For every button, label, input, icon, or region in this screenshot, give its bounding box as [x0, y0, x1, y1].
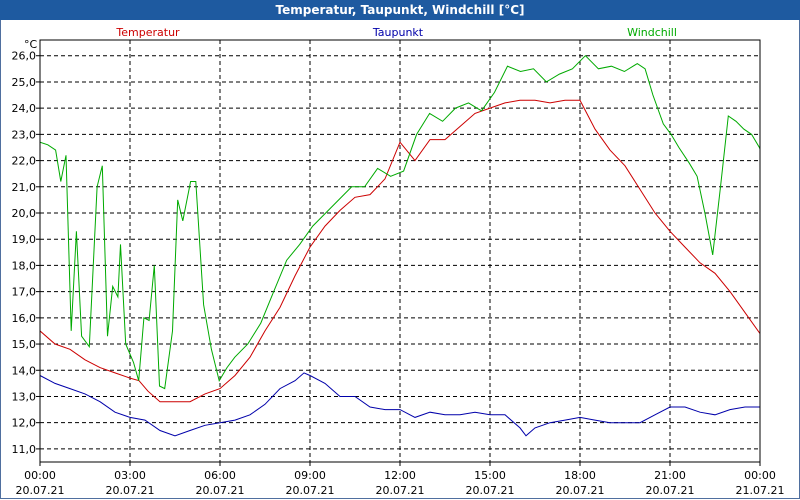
y-tick-label: 14,0 [12, 364, 37, 377]
x-tick-time: 09:00 [294, 469, 326, 482]
y-tick-label: 25,0 [12, 76, 37, 89]
x-tick-date: 20.07.21 [466, 484, 515, 497]
x-tick-time: 03:00 [114, 469, 146, 482]
y-axis-unit: °C [24, 38, 38, 51]
legend-temperatur: Temperatur [115, 26, 180, 39]
x-tick-time: 12:00 [384, 469, 416, 482]
series-line-temperatur [40, 99, 760, 403]
y-tick-label: 11,0 [12, 443, 37, 456]
y-tick-label: 12,0 [12, 417, 37, 430]
x-tick-date: 20.07.21 [646, 484, 695, 497]
y-tick-label: 26,0 [12, 50, 37, 63]
chart-title: Temperatur, Taupunkt, Windchill [°C] [0, 0, 800, 20]
series-line-windchill [40, 54, 760, 390]
x-tick-date: 20.07.21 [106, 484, 155, 497]
x-tick-time: 18:00 [564, 469, 596, 482]
x-axis: 00:00 20.07.21 03:00 20.07.21 06:00 20.07.21 0… [16, 462, 785, 497]
y-tick-label: 23,0 [12, 128, 37, 141]
x-tick-date: 21.07.21 [736, 484, 785, 497]
series-lines [40, 54, 760, 437]
y-tick-label: 22,0 [12, 155, 37, 168]
x-tick-date: 20.07.21 [556, 484, 605, 497]
grid [40, 40, 760, 462]
x-tick-time: 00:00 [24, 469, 56, 482]
plot-border [39, 39, 761, 463]
x-tick-time: 06:00 [204, 469, 236, 482]
x-tick-time: 21:00 [654, 469, 686, 482]
x-tick-date: 20.07.21 [196, 484, 245, 497]
y-tick-label: 13,0 [12, 390, 37, 403]
y-tick-label: 16,0 [12, 312, 37, 325]
legend-taupunkt: Taupunkt [372, 26, 424, 39]
x-tick-time: 15:00 [474, 469, 506, 482]
y-tick-label: 15,0 [12, 338, 37, 351]
legend-windchill: Windchill [627, 26, 677, 39]
y-tick-label: 24,0 [12, 102, 37, 115]
y-tick-label: 18,0 [12, 259, 37, 272]
x-tick-date: 20.07.21 [376, 484, 425, 497]
x-tick-date: 20.07.21 [286, 484, 335, 497]
series-line-taupunkt [40, 372, 760, 437]
y-tick-label: 20,0 [12, 207, 37, 220]
y-tick-label: 17,0 [12, 286, 37, 299]
y-axis: 11,0 12,0 13,0 14,0 15,0 16,0 17,0 18,0 19,0 20,0… [12, 50, 40, 456]
y-tick-label: 21,0 [12, 181, 37, 194]
y-tick-label: 19,0 [12, 233, 37, 246]
x-tick-date: 20.07.21 [16, 484, 65, 497]
x-tick-time: 00:00 [744, 469, 776, 482]
